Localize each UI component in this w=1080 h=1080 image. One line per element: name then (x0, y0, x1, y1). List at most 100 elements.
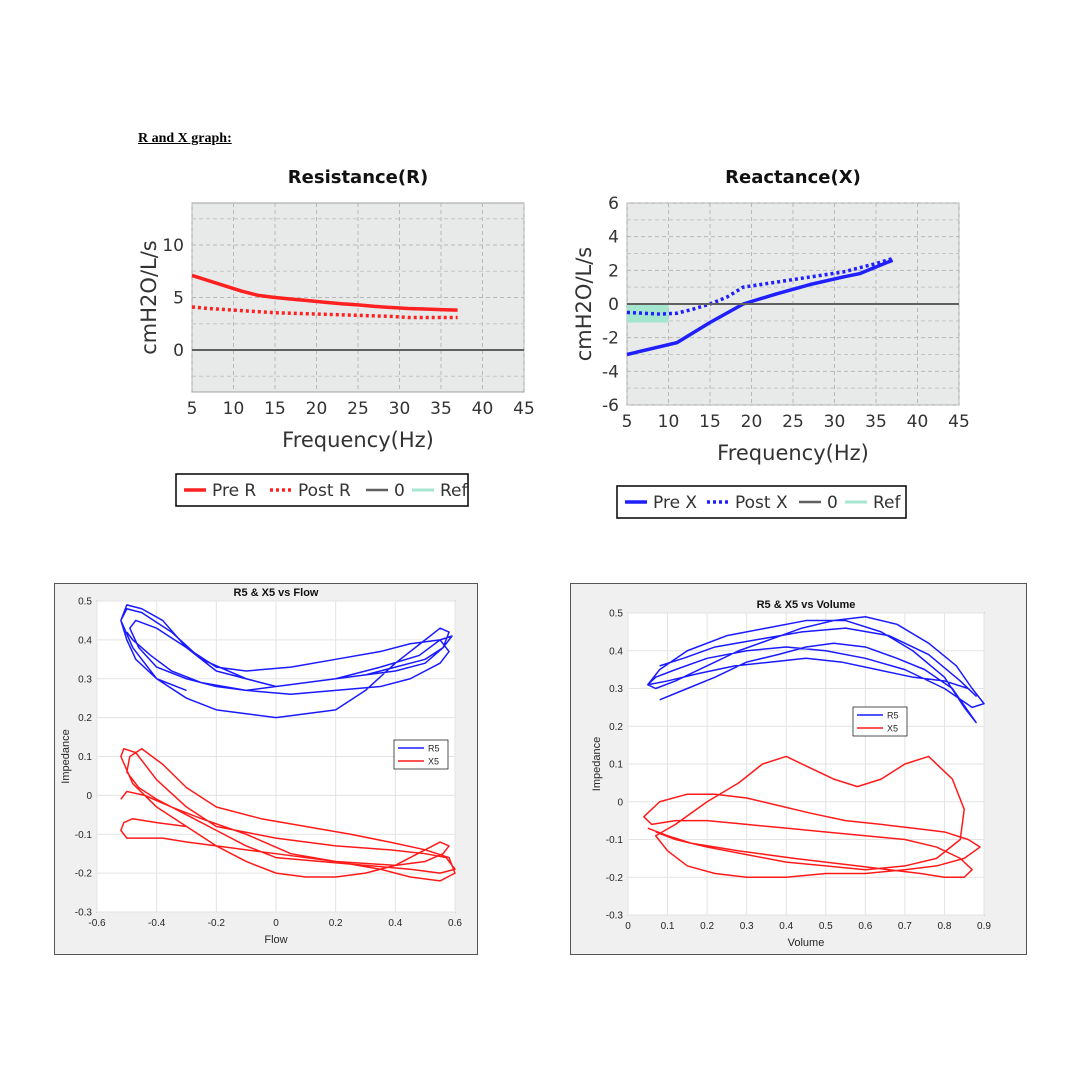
x-tick-label: 30 (389, 399, 411, 419)
x-tick-label: 45 (513, 399, 535, 419)
legend-label: Pre X (653, 493, 697, 513)
legend-label: R5 (428, 744, 440, 754)
legend-label: 0 (394, 481, 405, 501)
chart-title: R5 & X5 vs Volume (757, 599, 856, 611)
section-heading: R and X graph: (138, 131, 232, 146)
series-line-post-x (626, 256, 894, 316)
y-tick-label: -0.1 (75, 830, 93, 841)
x-tick-label: 25 (347, 399, 369, 419)
x-tick-label: 0.8 (937, 921, 951, 932)
x-tick-label: 20 (741, 412, 763, 432)
x-tick-label: 40 (472, 399, 494, 419)
y-tick-label: -0.2 (75, 869, 93, 880)
y-tick-label: 0.1 (609, 760, 623, 771)
y-tick-label: 0.1 (78, 752, 92, 763)
legend-label: X5 (887, 724, 898, 734)
chart-title: Resistance(R) (288, 167, 428, 188)
legend-label: Pre R (212, 481, 256, 501)
reactance-chart: 5 10 15 20 25 30 35 40 45 -6 -4 -2 0 2 4 6 Reactance(X) F… (572, 167, 970, 519)
y-tick-label: 0 (86, 791, 92, 802)
x-tick-label: 5 (187, 399, 198, 419)
legend: Pre X Post X 0 Ref (616, 485, 907, 519)
y-axis-label: cmH2O/L/s (137, 240, 161, 354)
x-tick-label: 0.4 (388, 918, 402, 929)
legend-label: Post R (298, 481, 351, 501)
x-tick-label: 35 (865, 412, 887, 432)
legend-label: Post X (735, 493, 788, 513)
y-tick-label: -6 (602, 396, 619, 416)
x-tick-label: 0.2 (700, 921, 714, 932)
legend-label: Ref (873, 493, 902, 513)
series-line-x5 (120, 747, 456, 882)
x-tick-label: 25 (782, 412, 804, 432)
x-tick-label: 0.5 (819, 921, 833, 932)
x-tick-label: -0.6 (88, 918, 106, 929)
legend-box (393, 739, 449, 770)
series-line-r5 (647, 616, 985, 724)
series-line-pre-r (191, 273, 458, 312)
y-tick-label: -0.3 (606, 911, 624, 922)
y-tick-label: -0.3 (75, 908, 93, 919)
x-tick-label: 15 (264, 399, 286, 419)
x-tick-label: 10 (223, 399, 245, 419)
legend-label: R5 (887, 711, 899, 721)
y-tick-label: 4 (608, 228, 619, 248)
x-tick-label: 0 (625, 921, 631, 932)
y-tick-label: -0.1 (606, 835, 624, 846)
x-tick-label: 0.7 (898, 921, 912, 932)
legend-label: Ref (440, 481, 469, 501)
y-tick-label: 0.5 (78, 597, 92, 608)
y-tick-label: -2 (602, 329, 619, 349)
r5-x5-vs-flow-chart: -0.6 -0.4 -0.2 0 0.2 0.4 0.6 -0.3 -0.2 -0.1 0 0.1 0.… (54, 583, 478, 955)
x-axis-label: Frequency(Hz) (717, 441, 869, 465)
x-tick-label: 0.6 (448, 918, 462, 929)
x-tick-label: 15 (699, 412, 721, 432)
x-tick-label: 10 (658, 412, 680, 432)
y-tick-label: 0.2 (609, 722, 623, 733)
x-tick-label: 20 (306, 399, 328, 419)
chart-title: R5 & X5 vs Flow (234, 587, 319, 599)
y-axis-label: Impedance (591, 737, 603, 791)
x-tick-label: 45 (948, 412, 970, 432)
y-tick-label: 0 (617, 797, 623, 808)
x-tick-label: 0.1 (661, 921, 675, 932)
y-tick-label: 0.4 (78, 635, 92, 646)
legend-label: X5 (428, 757, 439, 767)
y-axis-label: cmH2O/L/s (572, 247, 596, 361)
x-tick-label: 0.2 (329, 918, 343, 929)
y-tick-label: 0.4 (609, 646, 623, 657)
y-tick-label: -0.2 (606, 873, 624, 884)
y-tick-label: 0 (608, 295, 619, 315)
x-tick-label: -0.4 (148, 918, 166, 929)
x-tick-label: 0.4 (779, 921, 793, 932)
y-tick-label: 0.3 (78, 674, 92, 685)
series-line-r5 (120, 604, 453, 719)
y-tick-label: 0.3 (609, 684, 623, 695)
x-tick-label: 0.3 (740, 921, 754, 932)
x-tick-label: 35 (430, 399, 452, 419)
y-tick-label: 0.2 (78, 713, 92, 724)
y-tick-label: 0 (173, 341, 184, 361)
x-tick-label: 0.6 (858, 921, 872, 932)
y-tick-label: -4 (602, 362, 619, 382)
x-axis-label: Volume (788, 937, 825, 949)
resistance-chart: 5 10 15 20 25 30 35 40 45 0 5 10 Resistance(R) Freque… (137, 167, 535, 507)
series-line-x5 (643, 755, 981, 878)
x-axis-label: Flow (264, 934, 287, 946)
legend-box (852, 706, 908, 737)
legend-label: 0 (827, 493, 838, 513)
x-tick-label: 5 (622, 412, 633, 432)
chart-title: Reactance(X) (725, 167, 861, 188)
y-tick-label: 5 (173, 289, 184, 309)
y-axis-label: Impedance (60, 729, 72, 783)
y-tick-label: 6 (608, 194, 619, 214)
y-tick-label: 10 (162, 236, 184, 256)
x-axis-label: Frequency(Hz) (282, 428, 434, 452)
x-tick-label: -0.2 (208, 918, 226, 929)
series-line-pre-x (626, 258, 894, 357)
x-tick-label: 30 (824, 412, 846, 432)
y-tick-label: 0.5 (609, 609, 623, 620)
